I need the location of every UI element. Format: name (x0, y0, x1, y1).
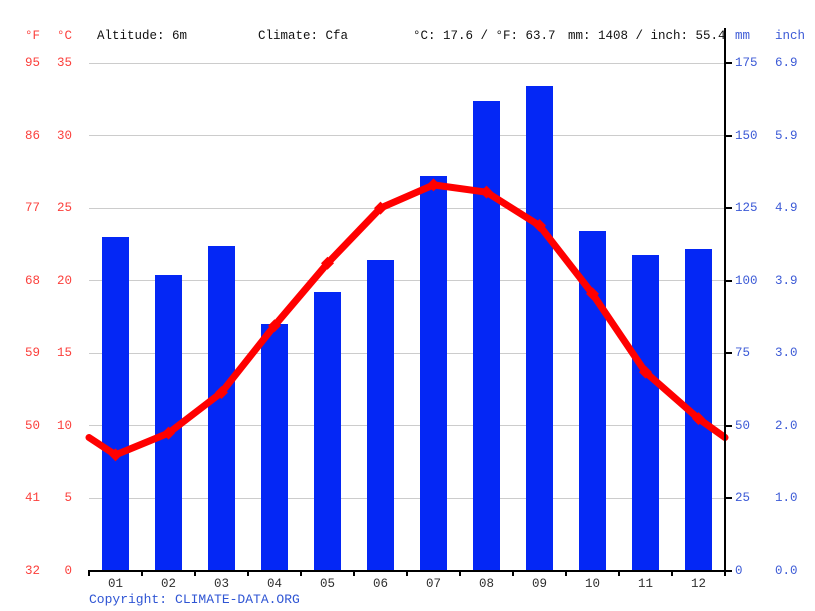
fahrenheit-tick-label: 50 (24, 418, 40, 433)
month-label: 02 (160, 577, 176, 591)
precipitation-bar (579, 231, 606, 571)
inch-tick-label: 5.9 (775, 128, 798, 143)
precipitation-bar (155, 274, 182, 571)
mm-tick-label: 100 (735, 273, 758, 288)
inch-tick-label: 3.9 (775, 273, 798, 288)
mm-tick-label: 175 (735, 56, 758, 70)
x-axis-tick (247, 571, 249, 576)
month-label: 04 (266, 577, 282, 591)
celsius-tick-label: 15 (56, 346, 72, 361)
copyright: Copyright: CLIMATE-DATA.ORG (89, 592, 300, 607)
temperature-point (321, 256, 334, 270)
fahrenheit-tick-label: 95 (24, 56, 40, 70)
fahrenheit-unit-label: °F (24, 29, 40, 43)
gridline (89, 135, 725, 137)
right-axis-tick (726, 279, 732, 282)
total-precipitation-label: mm: 1408 / inch: 55.4 (568, 29, 726, 43)
gridline (89, 497, 725, 499)
month-label: 07 (425, 577, 441, 591)
right-axis-tick (726, 207, 732, 210)
precipitation-bar (473, 100, 500, 571)
celsius-unit-label: °C (56, 29, 72, 43)
average-temperature-label: °C: 17.6 / °F: 63.7 (413, 29, 556, 43)
precipitation-bar (526, 86, 553, 571)
month-label: 05 (319, 577, 335, 591)
mm-tick-label: 25 (735, 491, 751, 506)
precipitation-bar (420, 176, 447, 571)
x-axis-tick (88, 571, 90, 576)
precipitation-bar (367, 260, 394, 571)
month-label: 03 (213, 577, 229, 591)
gridline (89, 425, 725, 427)
right-axis-tick (726, 424, 732, 427)
fahrenheit-tick-label: 77 (24, 201, 40, 216)
right-axis-tick (726, 62, 732, 64)
celsius-tick-label: 10 (56, 418, 72, 433)
month-label: 09 (531, 577, 547, 591)
altitude-label: Altitude: 6m (97, 29, 188, 43)
month-label: 10 (584, 577, 600, 591)
x-axis-tick (512, 571, 514, 576)
x-axis-tick (194, 571, 196, 576)
copyright-label: Copyright: (89, 592, 168, 607)
mm-tick-label: 50 (735, 418, 751, 433)
inch-tick-label: 1.0 (775, 491, 798, 506)
inch-tick-label: 6.9 (775, 56, 798, 70)
temperature-line (85, 181, 729, 459)
x-axis-tick (353, 571, 355, 576)
month-label: 12 (690, 577, 706, 591)
inch-tick-label: 3.0 (775, 346, 798, 361)
right-axis-line (724, 28, 726, 571)
gridline (89, 62, 725, 64)
fahrenheit-tick-label: 59 (24, 346, 40, 361)
copyright-link[interactable]: CLIMATE-DATA.ORG (175, 592, 300, 607)
right-axis-tick (726, 497, 732, 500)
mm-tick-label: 0 (735, 564, 743, 578)
month-label: 08 (478, 577, 494, 591)
precipitation-bar (261, 324, 288, 571)
right-axis-tick (726, 352, 732, 355)
celsius-tick-label: 0 (64, 564, 72, 578)
x-axis-tick (300, 571, 302, 576)
precipitation-bar (102, 237, 129, 571)
celsius-tick-label: 25 (56, 201, 72, 216)
inch-unit-label: inch (775, 29, 806, 43)
gridline (89, 207, 725, 209)
month-label: 01 (107, 577, 123, 591)
x-axis-tick (141, 571, 143, 576)
precipitation-bar (314, 292, 341, 571)
celsius-tick-label: 30 (56, 128, 72, 143)
inch-tick-label: 4.9 (775, 201, 798, 216)
mm-tick-label: 125 (735, 201, 758, 216)
climate-classification-label: Climate: Cfa (258, 29, 349, 43)
right-axis-tick (726, 134, 732, 137)
precipitation-bar (632, 254, 659, 571)
celsius-tick-label: 5 (64, 491, 72, 506)
fahrenheit-tick-label: 32 (24, 564, 40, 578)
mm-tick-label: 150 (735, 128, 758, 143)
celsius-tick-label: 35 (56, 56, 72, 70)
x-axis-tick (671, 571, 673, 576)
mm-tick-label: 75 (735, 346, 751, 361)
fahrenheit-tick-label: 68 (24, 273, 40, 288)
month-label: 11 (637, 577, 653, 591)
gridline (89, 280, 725, 282)
inch-tick-label: 2.0 (775, 418, 798, 433)
inch-tick-label: 0.0 (775, 564, 798, 578)
precipitation-bar (685, 248, 712, 571)
x-axis-tick (406, 571, 408, 576)
precipitation-bar (208, 245, 235, 571)
fahrenheit-tick-label: 86 (24, 128, 40, 143)
gridline (89, 352, 725, 354)
month-label: 06 (372, 577, 388, 591)
fahrenheit-tick-label: 41 (24, 491, 40, 506)
mm-unit-label: mm (735, 29, 751, 43)
celsius-tick-label: 20 (56, 273, 72, 288)
x-axis-tick (724, 571, 726, 576)
x-axis-tick (565, 571, 567, 576)
x-axis-tick (618, 571, 620, 576)
right-axis-tick (726, 570, 732, 572)
x-axis-tick (459, 571, 461, 576)
